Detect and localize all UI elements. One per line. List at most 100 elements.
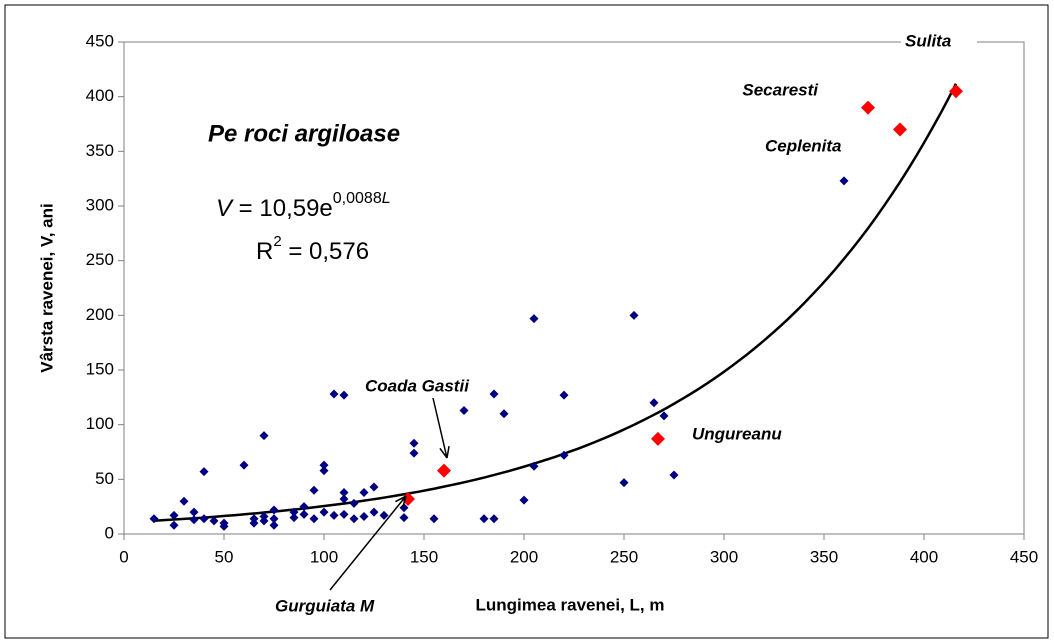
- point: [529, 314, 539, 324]
- y-tick-label: 300: [86, 195, 114, 214]
- point: [239, 460, 249, 470]
- point-label: Ungureanu: [692, 424, 782, 443]
- point: [339, 390, 349, 400]
- y-tick-label: 350: [86, 141, 114, 160]
- y-axis-title: Vârsta ravenei, V, ani: [37, 203, 56, 372]
- point: [409, 438, 419, 448]
- point-label: Sulita: [905, 31, 951, 50]
- point: [269, 514, 279, 524]
- r2: R2 = 0,576: [256, 233, 369, 265]
- point: [629, 310, 639, 320]
- point: [399, 503, 409, 513]
- point-label: Secaresti: [742, 80, 819, 99]
- point: [339, 487, 349, 497]
- point: [659, 411, 669, 421]
- point: [179, 496, 189, 506]
- x-axis-title: Lungimea ravenei, L, m: [476, 595, 665, 614]
- point: [299, 502, 309, 512]
- point: [259, 512, 269, 522]
- point: [339, 509, 349, 519]
- arrow: [329, 495, 407, 591]
- point: [519, 495, 529, 505]
- point: [429, 514, 439, 524]
- x-tick-label: 100: [310, 547, 338, 566]
- point: [269, 505, 279, 515]
- y-tick-label: 0: [105, 523, 114, 542]
- point: [861, 100, 875, 115]
- point: [359, 487, 369, 497]
- point-label: Gurguiata M: [275, 596, 375, 615]
- x-tick-label: 250: [610, 547, 638, 566]
- eq-part: V: [216, 195, 234, 222]
- point: [369, 507, 379, 517]
- trend-line: [153, 83, 958, 523]
- point: [499, 409, 509, 419]
- y-tick-label: 200: [86, 305, 114, 324]
- point: [349, 498, 359, 508]
- arrow-head: [439, 446, 450, 459]
- point: [949, 84, 963, 99]
- y-tick-label: 250: [86, 250, 114, 269]
- point: [649, 398, 659, 408]
- point: [209, 516, 219, 526]
- point: [169, 520, 179, 530]
- point: [489, 389, 499, 399]
- label-bg: [901, 30, 977, 54]
- point: [249, 518, 259, 528]
- arrow: [432, 397, 448, 459]
- point: [479, 514, 489, 524]
- point: [489, 514, 499, 524]
- point: [459, 405, 469, 415]
- point: [269, 520, 279, 530]
- point: [559, 390, 569, 400]
- r2-part: 2: [273, 233, 281, 250]
- annotation: Pe roci argiloase: [208, 120, 400, 147]
- r2-part: = 0,576: [282, 238, 369, 265]
- point-label: Coada Gastii: [365, 376, 470, 395]
- equation: V = 10,59e0,0088L: [216, 190, 391, 222]
- point: [839, 176, 849, 186]
- point: [199, 467, 209, 477]
- point: [339, 494, 349, 504]
- point: [199, 514, 209, 524]
- x-tick-label: 400: [910, 547, 938, 566]
- point-label: Ceplenita: [765, 136, 842, 155]
- point: [149, 514, 159, 524]
- plot-area: [123, 41, 1025, 535]
- x-tick-label: 300: [710, 547, 738, 566]
- point: [329, 389, 339, 399]
- x-tick-label: 450: [1010, 547, 1038, 566]
- point: [379, 510, 389, 520]
- chart-frame: [4, 4, 1049, 639]
- y-tick-label: 100: [86, 414, 114, 433]
- point: [259, 431, 269, 441]
- point: [893, 122, 907, 137]
- eq-part: = 10,59e: [232, 195, 333, 222]
- point: [437, 463, 451, 478]
- y-tick-label: 50: [95, 469, 114, 488]
- x-tick-label: 200: [510, 547, 538, 566]
- point: [289, 507, 299, 517]
- eq-part: 0,0088: [333, 190, 382, 207]
- x-tick-label: 350: [810, 547, 838, 566]
- point: [189, 507, 199, 517]
- point: [529, 461, 539, 471]
- point: [559, 450, 569, 460]
- y-tick-label: 450: [86, 31, 114, 50]
- point: [399, 513, 409, 523]
- y-tick-label: 150: [86, 359, 114, 378]
- y-tick-label: 400: [86, 86, 114, 105]
- point: [319, 507, 329, 517]
- point: [349, 514, 359, 524]
- point: [189, 515, 199, 525]
- point: [359, 512, 369, 522]
- x-tick-label: 0: [119, 547, 128, 566]
- point: [299, 509, 309, 519]
- r2-part: R: [256, 238, 273, 265]
- point: [329, 510, 339, 520]
- point: [219, 521, 229, 531]
- point: [319, 466, 329, 476]
- point: [619, 478, 629, 488]
